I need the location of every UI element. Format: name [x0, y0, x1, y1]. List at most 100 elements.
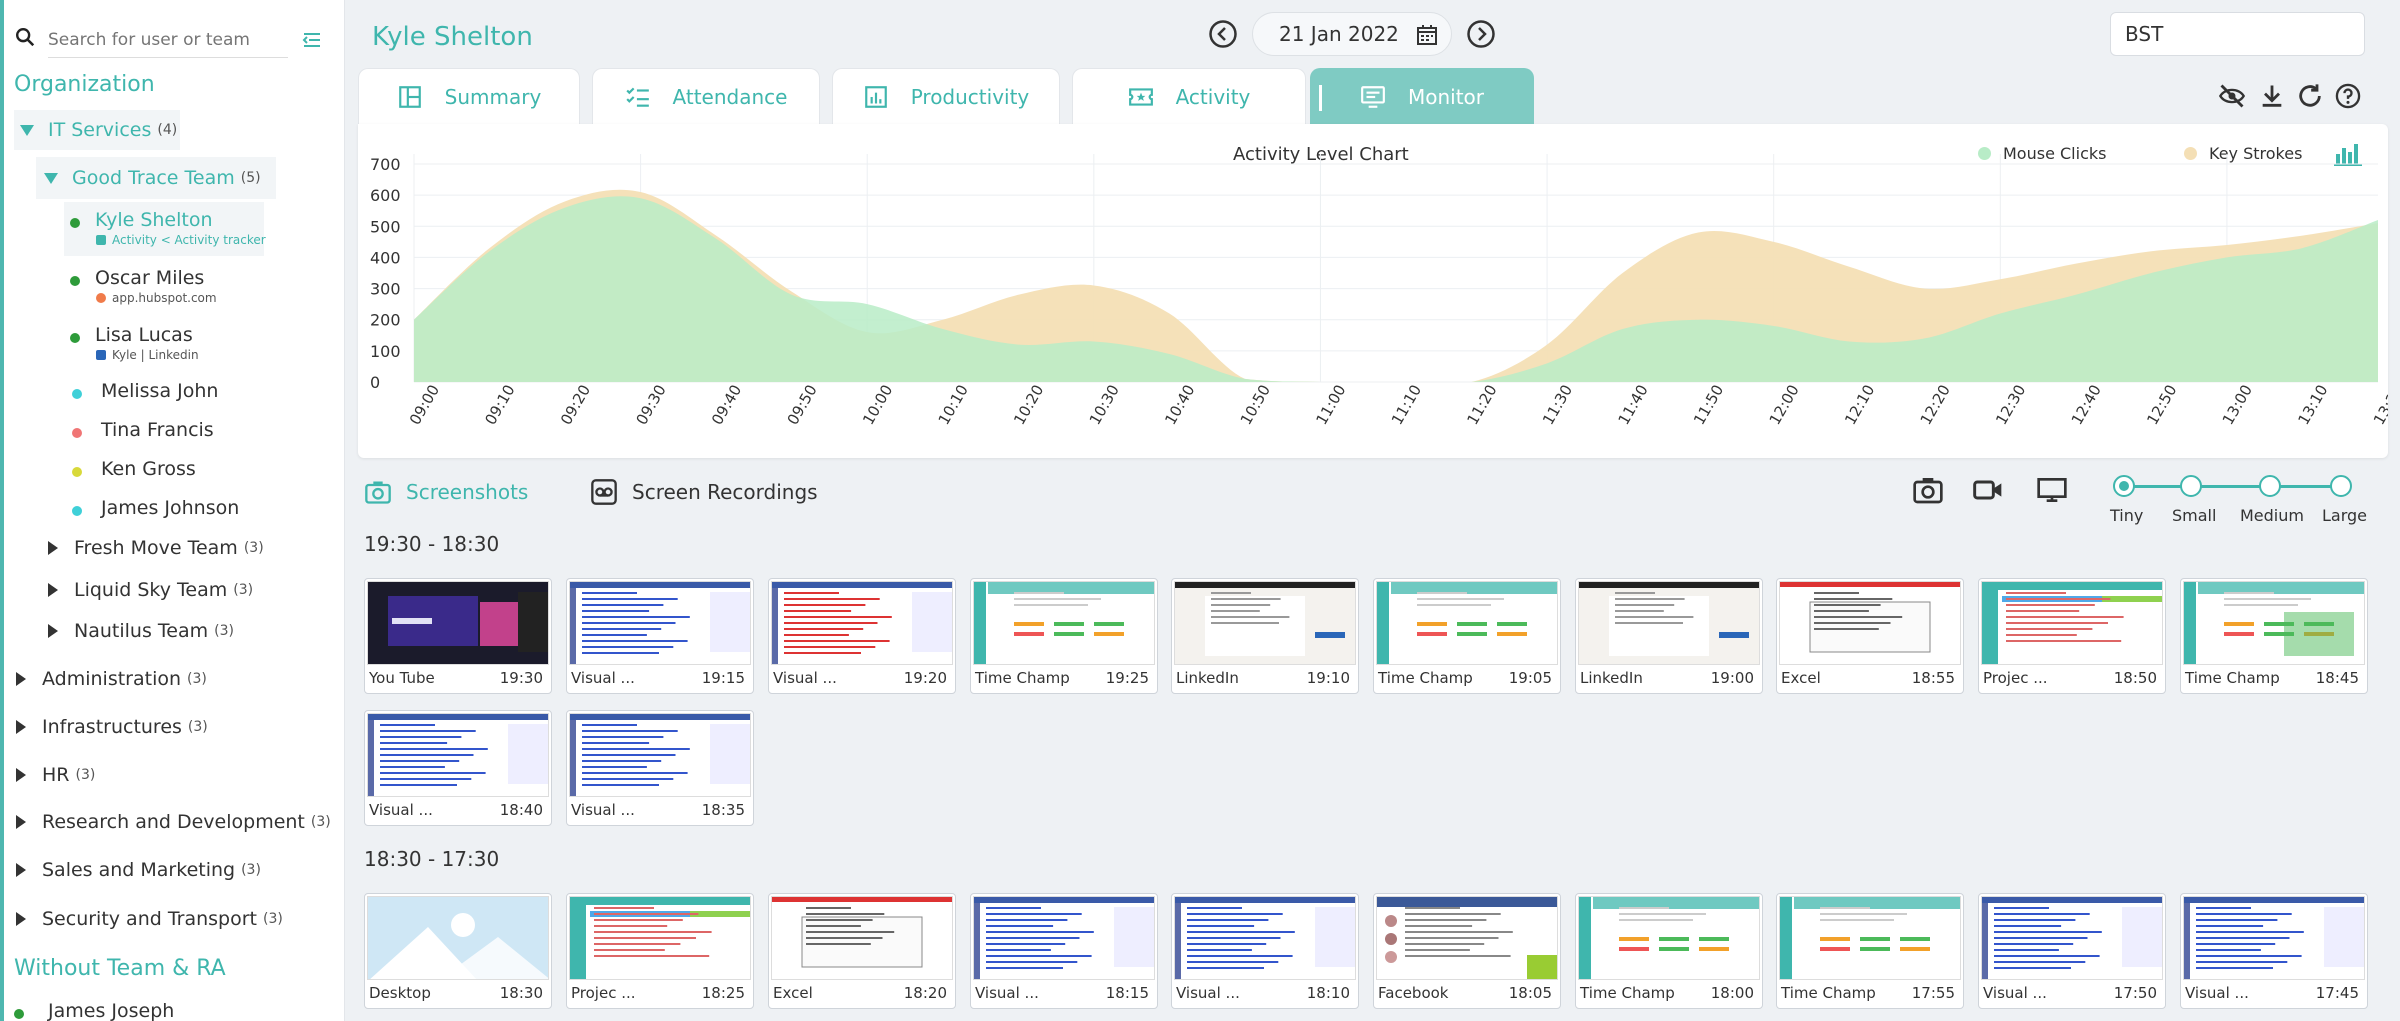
tab-attendance[interactable]: Attendance	[592, 68, 820, 124]
screenshot-app-name: Visual ...	[571, 669, 635, 687]
tab-monitor[interactable]: Monitor	[1310, 68, 1534, 124]
x-tick-label: 12:20	[1917, 382, 1954, 428]
screenshot-thumbnail[interactable]: Excel 18:55	[1776, 578, 1964, 694]
screen-recordings-tab[interactable]: Screen Recordings	[590, 478, 818, 506]
screenshot-thumbnail[interactable]: LinkedIn 19:10	[1171, 578, 1359, 694]
legend-swatch	[1978, 147, 1991, 160]
tree-item-fresh-move-team[interactable]: Fresh Move Team (3)	[48, 537, 264, 559]
tree-item-sales-and-marketing[interactable]: Sales and Marketing (3)	[16, 859, 261, 881]
tree-item-it-services[interactable]: IT Services (4)	[14, 110, 180, 150]
screenshot-app-name: Time Champ	[1580, 984, 1675, 1002]
x-tick-label: 11:00	[1312, 382, 1349, 428]
sidebar-accent-bar	[0, 0, 4, 1021]
screenshot-time: 17:50	[2113, 984, 2157, 1002]
screenshot-thumbnail[interactable]: Time Champ 19:05	[1373, 578, 1561, 694]
search-icon[interactable]	[14, 26, 36, 48]
screenshot-thumbnail[interactable]: Visual ... 18:15	[970, 893, 1158, 1009]
y-tick-label: 200	[370, 311, 401, 330]
size-knob-medium[interactable]	[2259, 475, 2281, 497]
screenshot-thumbnail[interactable]: Time Champ 18:45	[2180, 578, 2368, 694]
collapsed-caret-icon	[16, 912, 26, 926]
previous-day-icon[interactable]	[1208, 19, 1238, 49]
tab-summary[interactable]: Summary	[358, 68, 580, 124]
screenshot-app-name: Visual ...	[975, 984, 1039, 1002]
tree-item-administration[interactable]: Administration (3)	[16, 668, 207, 690]
activity-level-chart: 0 100 200 300 400 500 600 700 09:00 09:10 09:20 09:…	[370, 154, 2388, 428]
status-dot	[72, 506, 82, 516]
screenshot-app-name: Time Champ	[1378, 669, 1473, 687]
size-knob-large[interactable]	[2330, 475, 2352, 497]
screenshot-image	[2183, 896, 2365, 980]
screenshot-thumbnail[interactable]: Visual ... 17:50	[1978, 893, 2166, 1009]
screenshot-thumbnail[interactable]: Visual ... 17:45	[2180, 893, 2368, 1009]
screenshot-time: 18:05	[1508, 984, 1552, 1002]
screenshot-thumbnail[interactable]: Time Champ 17:55	[1776, 893, 1964, 1009]
screenshot-thumbnail[interactable]: Time Champ 18:00	[1575, 893, 1763, 1009]
download-icon[interactable]	[2258, 82, 2286, 110]
size-knob-small[interactable]	[2180, 475, 2202, 497]
screenshot-thumbnail[interactable]: Desktop 18:30	[364, 893, 552, 1009]
screenshot-thumbnail[interactable]: Projec ... 18:50	[1978, 578, 2166, 694]
screenshot-image	[1779, 581, 1961, 665]
organization-title: Organization	[14, 72, 155, 97]
screenshots-tab[interactable]: Screenshots	[364, 478, 528, 506]
tree-item-liquid-sky-team[interactable]: Liquid Sky Team (3)	[48, 579, 253, 601]
screenshot-image	[973, 581, 1155, 665]
screenshot-thumbnail[interactable]: Visual ... 19:15	[566, 578, 754, 694]
date-picker[interactable]: 21 Jan 2022	[1252, 12, 1452, 56]
y-tick-label: 0	[370, 373, 380, 392]
screenshot-thumbnail[interactable]: LinkedIn 19:00	[1575, 578, 1763, 694]
screenshot-thumbnail[interactable]: You Tube 19:30	[364, 578, 552, 694]
screenshot-thumbnail[interactable]: Visual ... 18:40	[364, 710, 552, 826]
screenshot-thumbnail[interactable]: Visual ... 18:35	[566, 710, 754, 826]
hide-eye-icon[interactable]	[2218, 82, 2246, 110]
screenshot-thumbnail[interactable]: Visual ... 19:20	[768, 578, 956, 694]
help-icon[interactable]	[2334, 82, 2362, 110]
tab-productivity[interactable]: Productivity	[832, 68, 1060, 124]
screenshot-camera-icon[interactable]	[1912, 474, 1944, 506]
screenshot-thumbnail[interactable]: Projec ... 18:25	[566, 893, 754, 1009]
screenshot-image	[973, 896, 1155, 980]
tree-item-count: (3)	[214, 623, 234, 639]
screenshot-app-name: Visual ...	[1983, 984, 2047, 1002]
ticket-icon	[1128, 87, 1153, 106]
tree-item-hr[interactable]: HR (3)	[16, 764, 95, 786]
search-input[interactable]	[48, 22, 288, 58]
chart-type-icon[interactable]	[2334, 142, 2362, 166]
screenshot-time: 19:00	[1710, 669, 1754, 687]
x-tick-label: 11:50	[1690, 382, 1727, 428]
refresh-icon[interactable]	[2296, 82, 2324, 110]
sidebar: Organization IT Services (4) Good Trace …	[0, 0, 345, 1021]
tree-item-label: Administration	[42, 668, 182, 690]
x-tick-label: 10:40	[1161, 382, 1198, 428]
tree-item-good-trace-team[interactable]: Good Trace Team (5)	[36, 157, 276, 199]
collapsed-caret-icon	[48, 624, 58, 638]
tree-item-nautilus-team[interactable]: Nautilus Team (3)	[48, 620, 234, 642]
tree-item-security-and-transport[interactable]: Security and Transport (3)	[16, 908, 283, 930]
desktop-monitor-icon[interactable]	[2036, 474, 2068, 506]
screenshot-app-name: Visual ...	[369, 801, 433, 819]
timezone-select[interactable]: BST	[2110, 12, 2365, 56]
screen-recordings-label: Screen Recordings	[632, 480, 818, 504]
collapse-sidebar-icon[interactable]	[300, 28, 324, 52]
legend-mouse-clicks[interactable]: Mouse Clicks	[1978, 144, 2106, 163]
thumbnail-size-slider[interactable]: Tiny Small Medium Large	[2110, 470, 2370, 530]
screenshot-thumbnail[interactable]: Time Champ 19:25	[970, 578, 1158, 694]
tab-activity[interactable]: Activity	[1072, 68, 1306, 124]
screenshot-thumbnail[interactable]: Visual ... 18:10	[1171, 893, 1359, 1009]
screenshot-app-name: LinkedIn	[1580, 669, 1643, 687]
x-tick-label: 09:10	[481, 382, 518, 428]
tree-item-count: (3)	[243, 540, 264, 556]
screenshot-thumbnail[interactable]: Facebook 18:05	[1373, 893, 1561, 1009]
next-day-icon[interactable]	[1466, 19, 1496, 49]
screenshot-image	[771, 896, 953, 980]
x-tick-label: 12:30	[1992, 382, 2029, 428]
video-camera-icon[interactable]	[1972, 474, 2004, 506]
camera-icon	[365, 481, 391, 504]
legend-key-strokes[interactable]: Key Strokes	[2184, 144, 2302, 163]
screenshot-app-name: Facebook	[1378, 984, 1449, 1002]
tree-item-infrastructures[interactable]: Infrastructures (3)	[16, 716, 208, 738]
tree-item-research-and-development[interactable]: Research and Development (3)	[16, 811, 331, 833]
screenshot-thumbnail[interactable]: Excel 18:20	[768, 893, 956, 1009]
size-knob-tiny[interactable]	[2113, 475, 2135, 497]
